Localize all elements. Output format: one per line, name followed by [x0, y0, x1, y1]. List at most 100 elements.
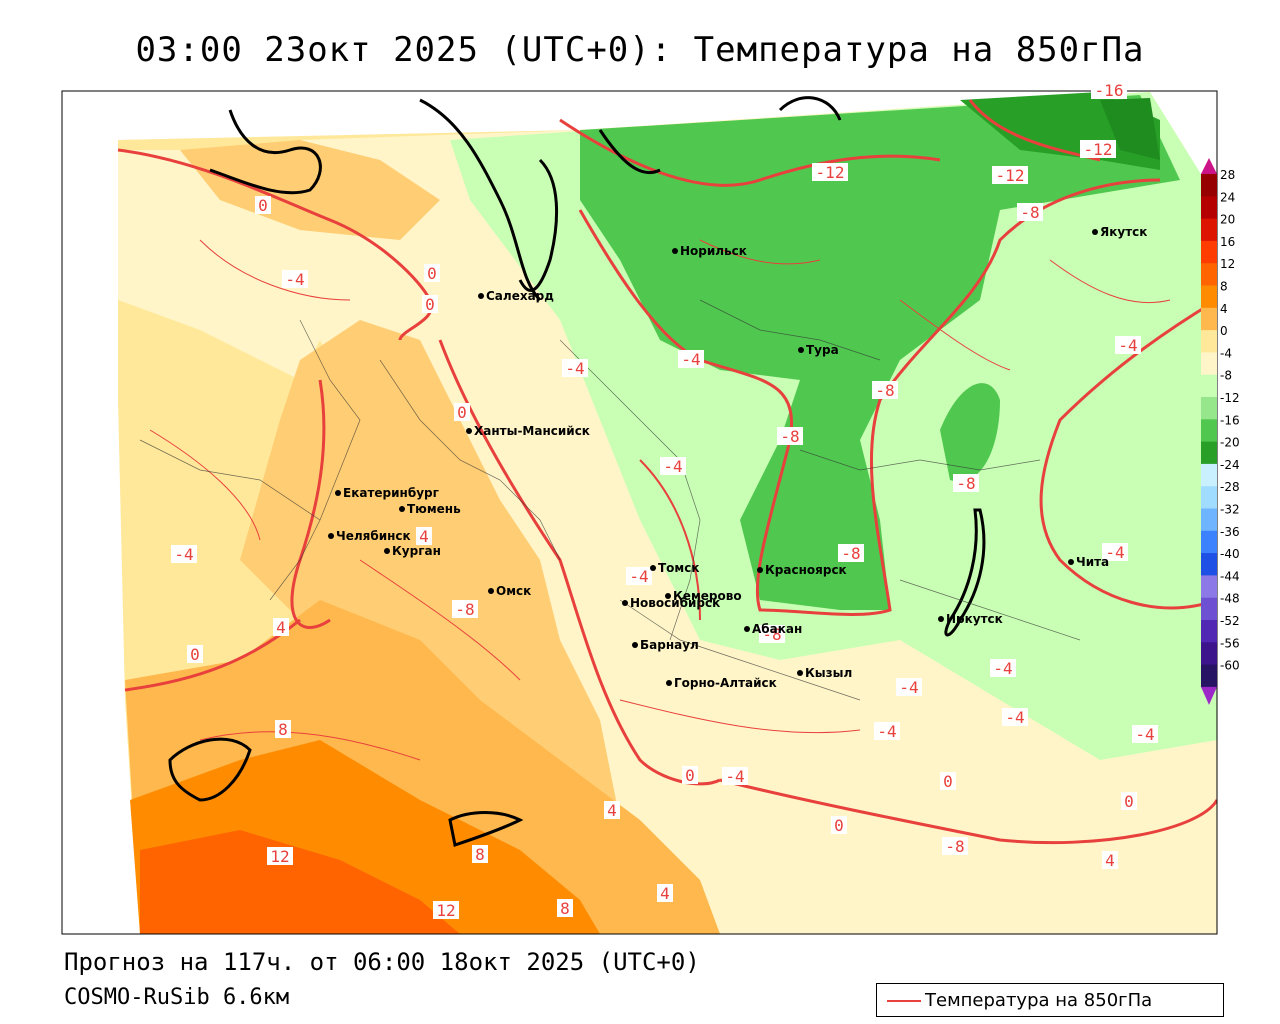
isotherm-label-text: -16 — [1095, 81, 1124, 100]
colorbar-tick-label: -12 — [1220, 391, 1240, 405]
isotherm-label-bg — [660, 457, 686, 475]
city-label: Омск — [496, 584, 531, 598]
isotherm-label-bg — [872, 381, 898, 399]
isotherm-label: -4 — [722, 767, 748, 786]
city-dot — [488, 588, 494, 594]
isotherm-label: -4 — [171, 545, 197, 564]
colorbar-swatch — [1201, 374, 1217, 398]
city-dot — [665, 593, 671, 599]
city-dot — [1092, 229, 1098, 235]
zone-12-plus — [140, 830, 460, 934]
colorbar-swatch — [1201, 664, 1217, 688]
colorbar-tick-label: -28 — [1220, 480, 1240, 494]
isotherm-label-bg — [275, 720, 291, 738]
isotherm-label-text: 4 — [419, 527, 429, 546]
isotherm-label: 12 — [433, 901, 459, 920]
isotherm-label-bg — [187, 645, 203, 663]
forecast-info: Прогноз на 117ч. от 06:00 18окт 2025 (UT… — [64, 948, 700, 976]
isotherm-label: -4 — [660, 457, 686, 476]
isotherm-label-bg — [874, 722, 900, 740]
isotherm-label-text: 0 — [425, 295, 435, 314]
colorbar-swatch — [1201, 463, 1217, 487]
city-7: Тюмень — [399, 502, 461, 516]
legend-label: Температура на 850гПа — [925, 990, 1153, 1011]
isotherm-label-bg — [953, 474, 979, 492]
isotherm-label: -4 — [990, 659, 1016, 678]
isotherm-label-text: -4 — [993, 659, 1012, 678]
isotherm-label-bg — [1102, 543, 1128, 561]
isotherm-label-text: -8 — [841, 544, 860, 563]
city-dot — [666, 680, 672, 686]
city-13: Новосибирск — [622, 596, 720, 610]
isotherm-label-bg — [777, 427, 803, 445]
isotherm-label-text: -8 — [945, 837, 964, 856]
colorbar-tick-label: 20 — [1220, 213, 1235, 227]
isotherm-label-bg — [759, 625, 785, 643]
isotherm-label: -4 — [678, 350, 704, 369]
city-8: Челябинск — [328, 529, 411, 543]
isotherm-label-bg — [1102, 851, 1118, 869]
isotherm-label-bg — [812, 163, 848, 181]
city-dot — [650, 565, 656, 571]
colorbar-tick-label: -16 — [1220, 413, 1240, 427]
colorbar-swatch — [1201, 419, 1217, 443]
isotherm-label-bg — [472, 845, 488, 863]
isotherm-label: 4 — [604, 801, 620, 820]
isotherm-label-text: 0 — [1124, 792, 1134, 811]
city-dot — [384, 548, 390, 554]
city-17: Чита — [1068, 555, 1109, 569]
colorbar-tick-label: -8 — [1220, 369, 1232, 383]
city-dot — [478, 293, 484, 299]
isotherm-label-bg — [1091, 81, 1127, 99]
colorbar-tick-label: -36 — [1220, 525, 1240, 539]
city-dot — [622, 600, 628, 606]
city-11: Красноярск — [757, 563, 847, 577]
city-1: Норильск — [672, 244, 747, 258]
isotherm-label: -8 — [1017, 203, 1043, 222]
colorbar-swatch — [1201, 530, 1217, 554]
isotherm-label-bg — [171, 545, 197, 563]
isotherm-label-bg — [682, 766, 698, 784]
isotherm-label-bg — [273, 618, 289, 636]
colorbar-swatch — [1201, 330, 1217, 353]
isotherm-label-text: -4 — [877, 722, 896, 741]
city-dot — [328, 533, 334, 539]
colorbar: 28 24 20 16 12 8 4 0 -4 -8 -12 -16 -20 -24 -28 -32 -36 -4… — [1201, 158, 1240, 705]
city-label: Норильск — [680, 244, 747, 258]
isotherm-label: 4 — [657, 884, 673, 903]
colorbar-tick-label: -48 — [1220, 592, 1240, 606]
isotherm-label: 0 — [255, 196, 271, 215]
isotherm-label-bg — [1080, 140, 1116, 158]
isotherm-label-text: 4 — [276, 618, 286, 637]
city-label: Челябинск — [336, 529, 411, 543]
city-dot — [798, 347, 804, 353]
isotherm-label-bg — [424, 264, 440, 282]
city-dot — [744, 626, 750, 632]
colorbar-swatch — [1201, 575, 1217, 599]
isotherm-label: -12 — [812, 163, 848, 182]
isotherm-label-bg — [1132, 725, 1158, 743]
isotherm-label: -8 — [777, 427, 803, 446]
city-dot — [672, 248, 678, 254]
colorbar-swatch — [1201, 307, 1217, 331]
model-info: COSMO-RuSib 6.6км — [64, 985, 290, 1010]
city-label: Красноярск — [765, 563, 847, 577]
isotherm-label-text: -4 — [1005, 708, 1024, 727]
isotherm-label-text: 0 — [457, 403, 467, 422]
isotherm-label-text: -12 — [816, 163, 845, 182]
isotherm-label-bg — [604, 801, 620, 819]
colorbar-tick-label: -32 — [1220, 503, 1240, 517]
isotherm-0-south — [719, 778, 1217, 845]
isotherm-label: -4 — [1002, 708, 1028, 727]
isotherm-label-bg — [1121, 792, 1137, 810]
city-dot — [466, 428, 472, 434]
isotherm-label: 12 — [267, 847, 293, 866]
isotherm-label-text: -8 — [780, 427, 799, 446]
isotherm-label: -4 — [1132, 725, 1158, 744]
city-label: Иркутск — [946, 612, 1003, 626]
isotherm-minus8 — [578, 178, 1161, 616]
isotherm-label: -4 — [896, 678, 922, 697]
isotherm-label-text: -8 — [956, 474, 975, 493]
isotherm-label-text: -4 — [565, 359, 584, 378]
isotherm-label-text: -4 — [899, 678, 918, 697]
